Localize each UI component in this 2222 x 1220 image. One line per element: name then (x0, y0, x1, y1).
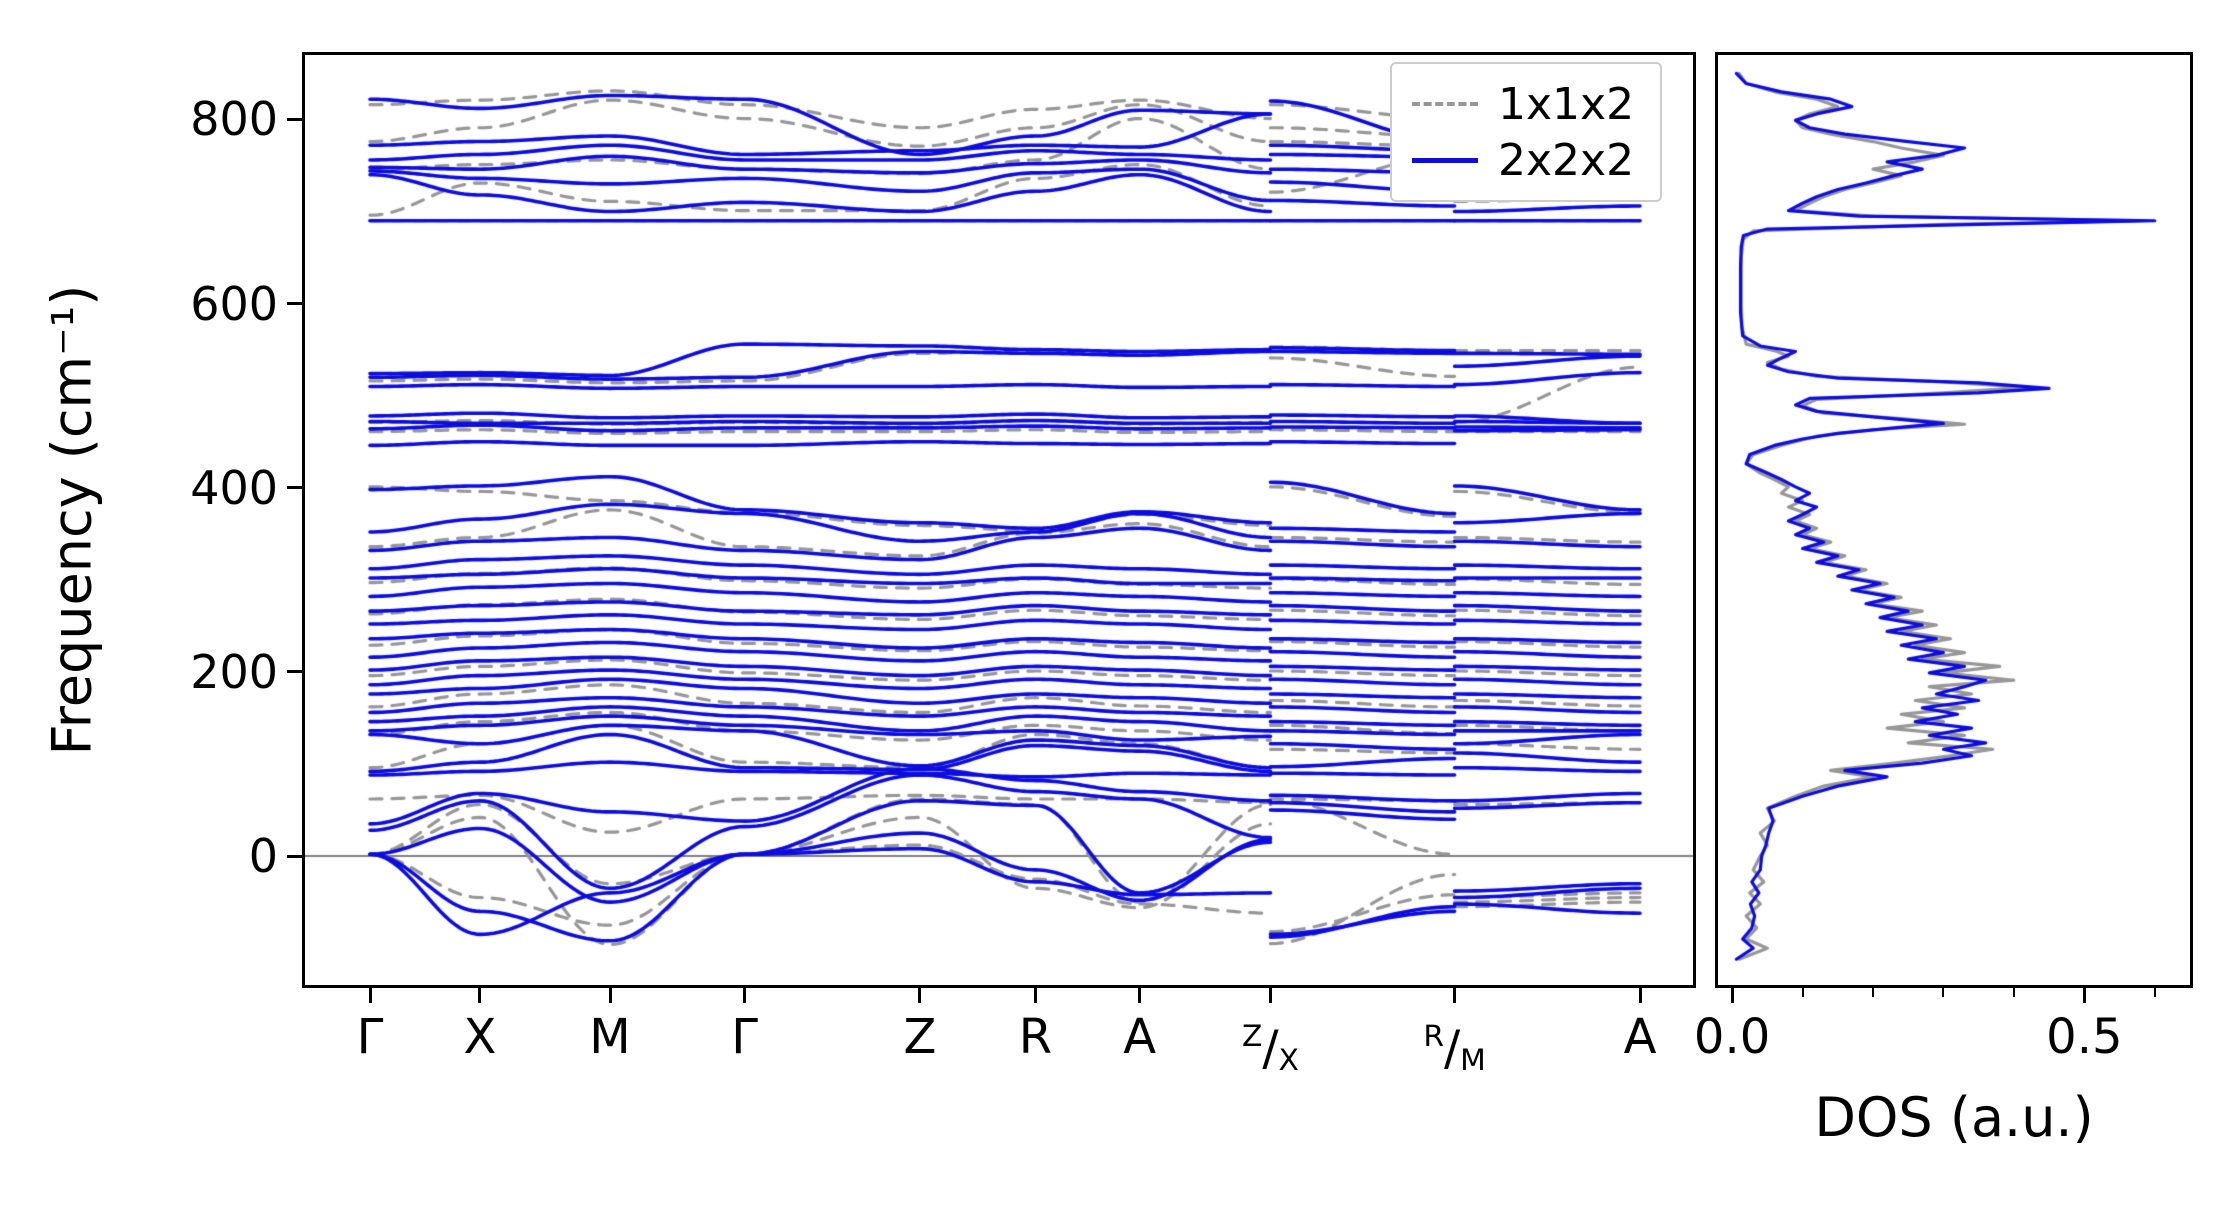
dos-minor-tick-mark (2012, 988, 2015, 997)
band-structure-panel (302, 52, 1696, 988)
x-tick-label: X (463, 1009, 497, 1065)
x-tick-mark (1033, 988, 1037, 1003)
dos-axis-label: DOS (a.u.) (1814, 1086, 2094, 1149)
x-tick-mark (743, 988, 747, 1003)
y-tick-mark (287, 486, 302, 490)
dos-tick-label: 0.5 (2046, 1009, 2123, 1065)
legend: 1x1x2 2x2x2 (1390, 62, 1663, 202)
x-tick-mark (1638, 988, 1642, 1003)
y-tick-label: 200 (190, 644, 278, 699)
dos-minor-tick-mark (2153, 988, 2156, 997)
dos-tick-label: 0.0 (1693, 1009, 1771, 1065)
x-tick-label: R (1018, 1009, 1053, 1065)
x-tick-superscript: Z (1241, 1019, 1263, 1054)
legend-label-2x2x2: 2x2x2 (1498, 134, 1635, 186)
x-tick-mark (1138, 988, 1142, 1003)
x-tick-label: Z/X (1241, 1019, 1299, 1078)
x-tick-label: A (1123, 1009, 1157, 1065)
dos-minor-tick-mark (1871, 988, 1874, 997)
y-tick-label: 600 (190, 276, 278, 331)
legend-line-solid-blue (1412, 157, 1478, 163)
x-tick-mark (1268, 988, 1272, 1003)
y-tick-mark (287, 302, 302, 306)
x-tick-mark (1453, 988, 1457, 1003)
legend-label-1x1x2: 1x1x2 (1498, 78, 1635, 130)
y-tick-mark (287, 117, 302, 121)
dos-tick-mark (1730, 988, 1734, 1003)
x-tick-mark (478, 988, 482, 1003)
dos-minor-tick-mark (1942, 988, 1945, 997)
band-structure-canvas (305, 55, 1693, 985)
y-tick-label: 400 (190, 460, 278, 515)
x-tick-mark (368, 988, 372, 1003)
y-tick-label: 800 (190, 92, 278, 147)
x-tick-mark (608, 988, 612, 1003)
y-tick-mark (287, 854, 302, 858)
dos-tick-mark (2082, 988, 2086, 1003)
legend-item-2x2x2: 2x2x2 (1412, 132, 1634, 188)
x-tick-label: R/M (1423, 1019, 1486, 1078)
legend-item-1x1x2: 1x1x2 (1412, 76, 1634, 132)
x-tick-label: Γ (356, 1009, 384, 1065)
y-axis-label: Frequency (cm⁻¹) (40, 284, 104, 756)
x-tick-superscript: R (1423, 1019, 1444, 1054)
x-tick-label: Z (903, 1009, 937, 1065)
legend-line-dashed-gray (1412, 102, 1478, 106)
dos-panel (1715, 52, 2193, 988)
y-tick-label: 0 (248, 829, 278, 884)
dos-canvas (1718, 55, 2190, 985)
x-tick-subscript: M (1460, 1042, 1486, 1078)
x-tick-subscript: X (1278, 1042, 1299, 1078)
x-tick-mark (918, 988, 922, 1003)
y-tick-mark (287, 670, 302, 674)
dos-minor-tick-mark (1801, 988, 1804, 997)
x-tick-label: Γ (731, 1009, 759, 1065)
x-tick-label: A (1623, 1009, 1657, 1065)
x-tick-label: M (589, 1009, 631, 1065)
